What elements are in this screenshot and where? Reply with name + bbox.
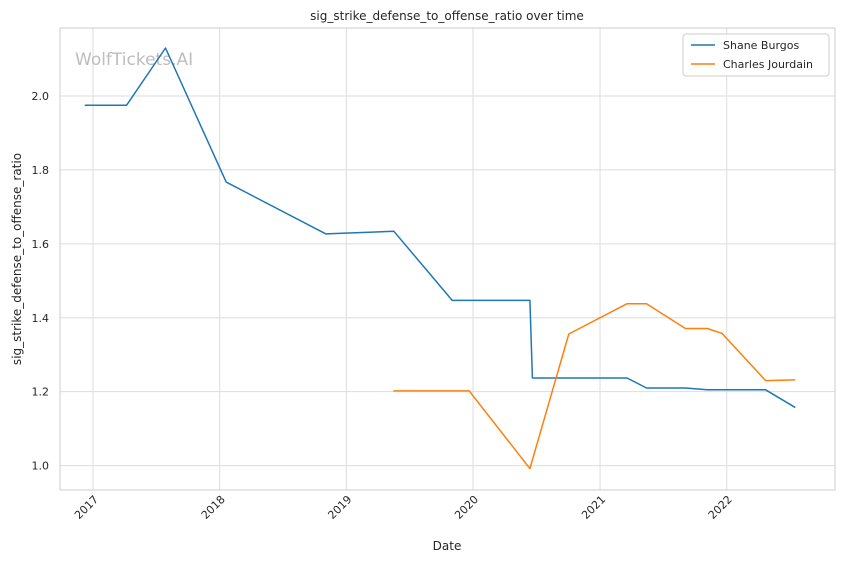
x-tick-label: 2020 [452, 493, 481, 522]
legend-label-shane-burgos: Shane Burgos [723, 39, 799, 52]
x-tick-label: 2019 [325, 493, 354, 522]
legend-box [682, 33, 830, 77]
x-tick-label: 2018 [199, 493, 228, 522]
series-layer [84, 47, 796, 470]
y-axis-label: sig_strike_defense_to_offense_ratio [10, 153, 24, 365]
y-tick-label: 2.0 [32, 90, 50, 103]
series-line-shane-burgos [84, 47, 796, 408]
x-tick-label: 2017 [72, 493, 101, 522]
watermark: WolfTickets.AI [75, 50, 193, 70]
y-tick-label: 1.8 [32, 164, 50, 177]
chart-title: sig_strike_defense_to_offense_ratio over… [310, 9, 584, 23]
plot-area [60, 28, 835, 490]
y-tick-label: 1.0 [32, 460, 50, 473]
y-tick-label: 1.2 [32, 386, 50, 399]
x-tick-label: 2021 [579, 493, 608, 522]
y-tick-label: 1.4 [32, 312, 50, 325]
plot-border [59, 27, 836, 491]
legend-label-charles-jourdain: Charles Jourdain [723, 58, 813, 71]
series-line-charles-jourdain [393, 302, 796, 470]
y-tick-label: 1.6 [32, 238, 50, 251]
legend: Shane Burgos Charles Jourdain [682, 33, 830, 77]
x-tick-label: 2022 [706, 493, 735, 522]
x-axis-label: Date [433, 539, 462, 553]
grid-layer [60, 28, 835, 490]
